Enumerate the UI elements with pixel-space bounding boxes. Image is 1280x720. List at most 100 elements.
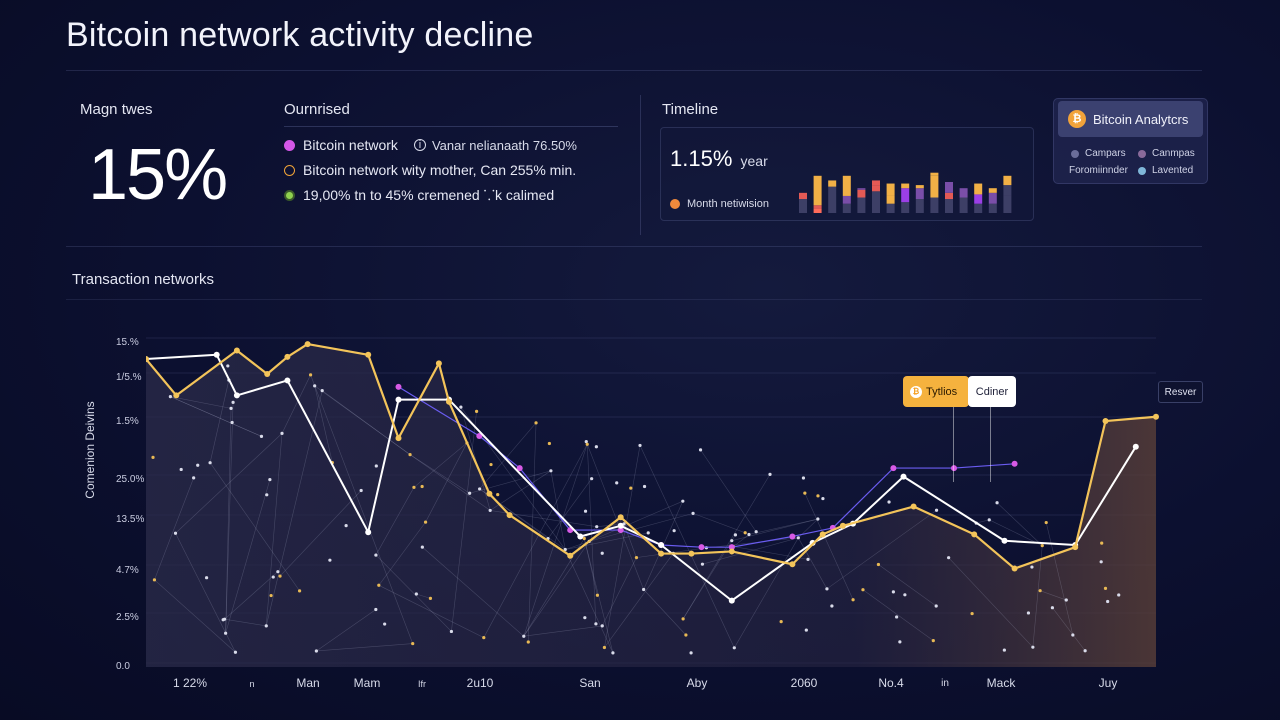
data-point[interactable] (395, 383, 402, 390)
data-point[interactable] (577, 533, 584, 540)
data-point[interactable] (395, 435, 402, 442)
network-node (1071, 633, 1075, 637)
data-point[interactable] (264, 371, 271, 378)
timeline-legend: Month netiwision (670, 198, 769, 210)
data-point[interactable] (688, 550, 695, 557)
timeline-bar (813, 208, 822, 213)
data-point[interactable] (284, 377, 291, 384)
network-node (374, 464, 378, 468)
network-edge (604, 445, 641, 648)
network-node (585, 442, 589, 446)
network-node (903, 593, 907, 597)
network-node (229, 406, 233, 410)
data-point[interactable] (789, 533, 796, 540)
network-edge (279, 490, 362, 577)
timeline-legend-label: Month netiwision (687, 198, 769, 210)
data-point[interactable] (839, 522, 846, 529)
data-point[interactable] (213, 351, 220, 358)
network-node (825, 587, 829, 591)
data-point[interactable] (819, 531, 826, 538)
data-point[interactable] (365, 351, 372, 358)
data-point[interactable] (1153, 413, 1159, 420)
data-point[interactable] (951, 465, 957, 472)
data-point[interactable] (789, 561, 796, 568)
data-point[interactable] (1102, 418, 1109, 425)
network-node (931, 639, 935, 643)
network-node (449, 629, 454, 634)
data-point[interactable] (435, 360, 442, 367)
reset-button[interactable]: Resver (1158, 381, 1203, 403)
network-edge (523, 444, 588, 637)
data-point[interactable] (476, 433, 483, 440)
data-point[interactable] (728, 544, 735, 551)
data-point[interactable] (890, 465, 897, 472)
data-point[interactable] (728, 548, 735, 555)
chart-tooltip-secondary[interactable]: Cdiner (968, 376, 1016, 407)
panel-legend-item: Lavented (1138, 165, 1193, 176)
data-point[interactable] (1132, 443, 1139, 450)
network-edge (585, 441, 644, 590)
x-tick-label: Ifr (418, 679, 426, 689)
network-node (830, 604, 834, 608)
data-point[interactable] (900, 473, 907, 480)
data-point[interactable] (304, 341, 311, 348)
data-point[interactable] (658, 542, 665, 549)
network-line-chart (146, 337, 1159, 667)
data-point[interactable] (658, 550, 665, 557)
network-edge (976, 519, 990, 524)
data-point[interactable] (506, 512, 513, 519)
data-point[interactable] (233, 392, 240, 399)
x-tick-label: San (579, 676, 601, 690)
data-point[interactable] (284, 353, 291, 360)
panel-legend-item: Foromiinnder (1069, 165, 1128, 176)
timeline-bar (842, 195, 851, 204)
summary-title: Ournrised (284, 101, 350, 118)
data-point[interactable] (617, 514, 624, 521)
timeline-bar (842, 175, 851, 196)
data-point[interactable] (516, 465, 523, 472)
network-node (970, 611, 974, 616)
network-edge (225, 402, 234, 634)
network-node (594, 622, 598, 626)
timeline-bar (828, 180, 837, 187)
network-node (1117, 593, 1121, 597)
data-point[interactable] (486, 490, 493, 497)
network-node (743, 531, 747, 535)
data-point[interactable] (233, 347, 240, 354)
network-node (271, 575, 275, 579)
network-edge (378, 585, 484, 638)
network-node (526, 640, 530, 644)
network-edge (154, 579, 236, 653)
data-point[interactable] (1072, 544, 1079, 551)
data-point[interactable] (698, 544, 705, 551)
data-point[interactable] (173, 392, 180, 399)
summary-marker-icon (284, 164, 295, 176)
data-point[interactable] (146, 356, 149, 363)
series-line-gold[interactable] (146, 343, 1157, 570)
data-point[interactable] (1011, 565, 1018, 572)
data-point[interactable] (365, 529, 372, 536)
network-node (308, 373, 313, 377)
chart-tooltip[interactable]: ₿ Tytlios (903, 376, 969, 407)
x-tick-label: Man (296, 676, 320, 690)
network-edge (413, 442, 468, 488)
data-point[interactable] (567, 552, 574, 559)
tooltip-label: Cdiner (975, 385, 1009, 398)
data-point[interactable] (617, 527, 624, 534)
data-point[interactable] (395, 396, 402, 403)
data-point[interactable] (1001, 537, 1008, 544)
data-point[interactable] (971, 531, 978, 538)
network-edge (1032, 545, 1043, 648)
data-point[interactable] (1011, 460, 1018, 467)
data-point[interactable] (910, 503, 917, 510)
data-point[interactable] (446, 398, 452, 405)
network-node (684, 633, 688, 637)
data-point[interactable] (728, 597, 735, 604)
kpi-label: Magn twes (80, 101, 153, 118)
panel-header[interactable]: ₿ Bitcoin Analytcrs (1058, 101, 1203, 137)
network-edge (281, 374, 311, 434)
network-node (1031, 645, 1035, 649)
network-node (1050, 606, 1055, 610)
area-fill (146, 344, 1156, 667)
data-point[interactable] (617, 522, 624, 529)
